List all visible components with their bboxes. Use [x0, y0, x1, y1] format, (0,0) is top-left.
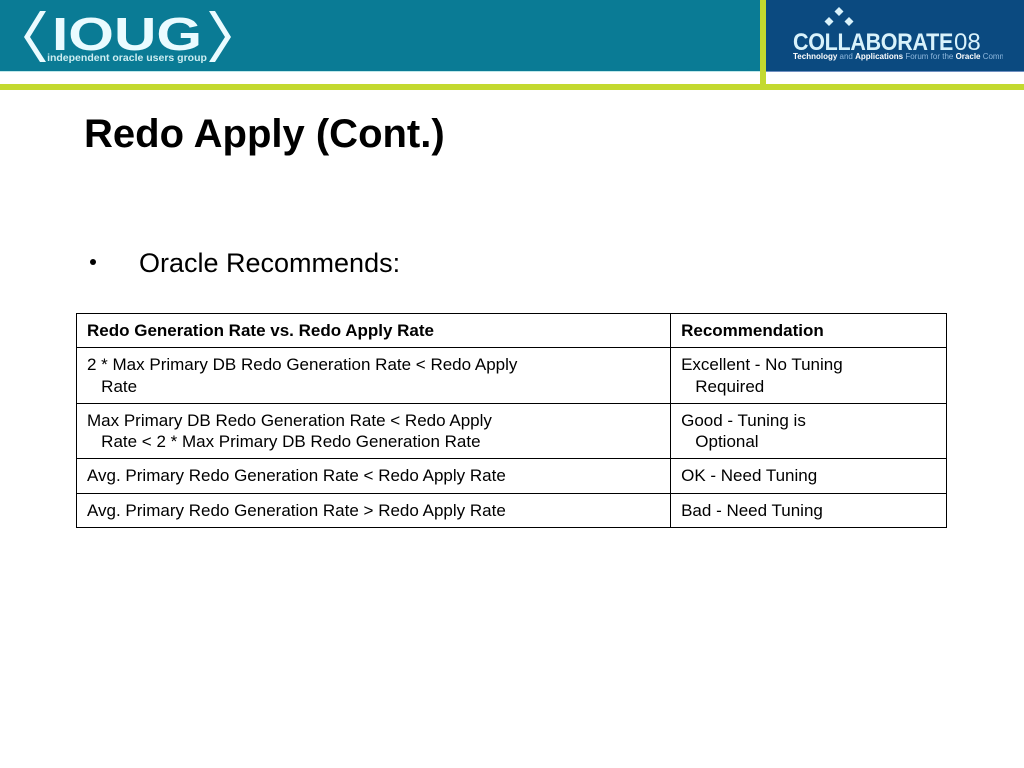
svg-text:independent oracle users group: independent oracle users group [47, 52, 207, 64]
svg-text:Technology and Applications Fo: Technology and Applications Forum for th… [793, 52, 1003, 61]
